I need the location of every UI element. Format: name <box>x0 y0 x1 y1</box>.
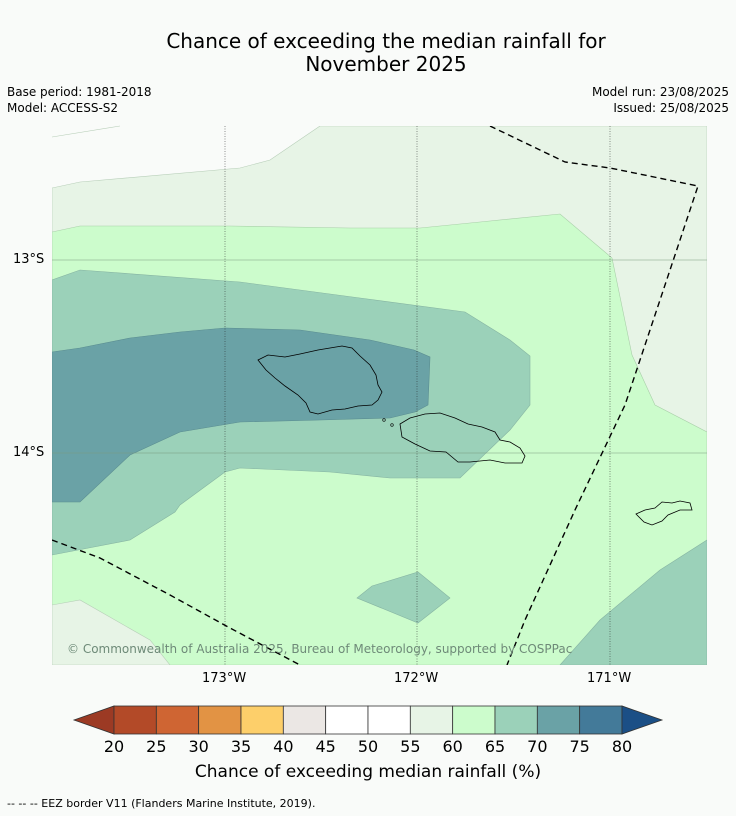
title-line-1: Chance of exceeding the median rainfall … <box>166 29 606 53</box>
title-line-2: November 2025 <box>305 52 467 76</box>
colorbar-tick-label: 40 <box>273 737 294 756</box>
colorbar-cell <box>494 705 538 735</box>
colorbar-cells <box>113 705 623 735</box>
colorbar-tick-label: 35 <box>230 737 252 756</box>
tutuila-island <box>635 500 693 526</box>
contour-edge <box>51 125 121 138</box>
latitude-label-14s: 14°S <box>13 445 45 460</box>
eez-border <box>52 126 699 665</box>
upolu-island <box>399 412 526 464</box>
latitude-lines <box>52 259 707 454</box>
islet <box>390 423 394 427</box>
map-title: Chance of exceeding the median rainfall … <box>0 30 736 76</box>
colorbar <box>72 705 664 735</box>
model-name: Model: ACCESS-S2 <box>7 101 119 115</box>
latitude-label-13s: 13°S <box>13 252 45 267</box>
colorbar-cell <box>409 705 454 735</box>
islet <box>382 418 386 422</box>
colorbar-tick-label: 20 <box>103 737 125 756</box>
colorbar-cell <box>198 705 242 735</box>
colorbar-high-extend <box>621 705 664 735</box>
colorbar-tick-label: 75 <box>569 737 590 756</box>
colorbar-cell <box>325 705 369 735</box>
meta-left: Base period: 1981-2018 Model: ACCESS-S2 <box>7 84 152 116</box>
longitude-label-173w: 173°W <box>202 671 247 686</box>
issued-date: Issued: 25/08/2025 <box>613 101 729 115</box>
savaii-island <box>257 345 383 415</box>
meta-right: Model run: 23/08/2025 Issued: 25/08/2025 <box>592 84 729 116</box>
credit-text: © Commonwealth of Australia 2025, Bureau… <box>67 642 573 656</box>
colorbar-cell <box>579 705 623 735</box>
colorbar-tick-label: 55 <box>400 737 421 756</box>
colorbar-tick-label: 70 <box>527 737 548 756</box>
colorbar-tick-label: 60 <box>442 737 463 756</box>
colorbar-tick-label: 25 <box>146 737 167 756</box>
colorbar-tick-label: 45 <box>315 737 336 756</box>
colorbar-tick-label: 65 <box>484 737 506 756</box>
colorbar-cell <box>536 705 581 735</box>
colorbar-low-extend <box>72 705 115 735</box>
colorbar-tick-label: 80 <box>611 737 633 756</box>
colorbar-cell <box>367 705 411 735</box>
colorbar-cell <box>282 705 327 735</box>
longitude-label-172w: 172°W <box>394 671 439 686</box>
colorbar-cell <box>113 705 157 735</box>
map-area <box>52 126 707 665</box>
colorbar-cell <box>155 705 200 735</box>
colorbar-cell <box>452 705 496 735</box>
contour-65-70-southeast <box>559 539 707 665</box>
eez-footnote: -- -- -- EEZ border V11 (Flanders Marine… <box>7 797 316 810</box>
contour-65-70-small <box>356 571 451 624</box>
colorbar-tick-label: 30 <box>188 737 209 756</box>
base-period: Base period: 1981-2018 <box>7 85 152 99</box>
colorbar-cell <box>240 705 284 735</box>
colorbar-title: Chance of exceeding median rainfall (%) <box>194 762 542 782</box>
model-run: Model run: 23/08/2025 <box>591 85 729 99</box>
contour-70-75 <box>52 327 431 503</box>
colorbar-tick-label: 50 <box>357 737 379 756</box>
longitude-label-171w: 171°W <box>587 671 632 686</box>
contour-55-60-southwest <box>52 599 171 665</box>
